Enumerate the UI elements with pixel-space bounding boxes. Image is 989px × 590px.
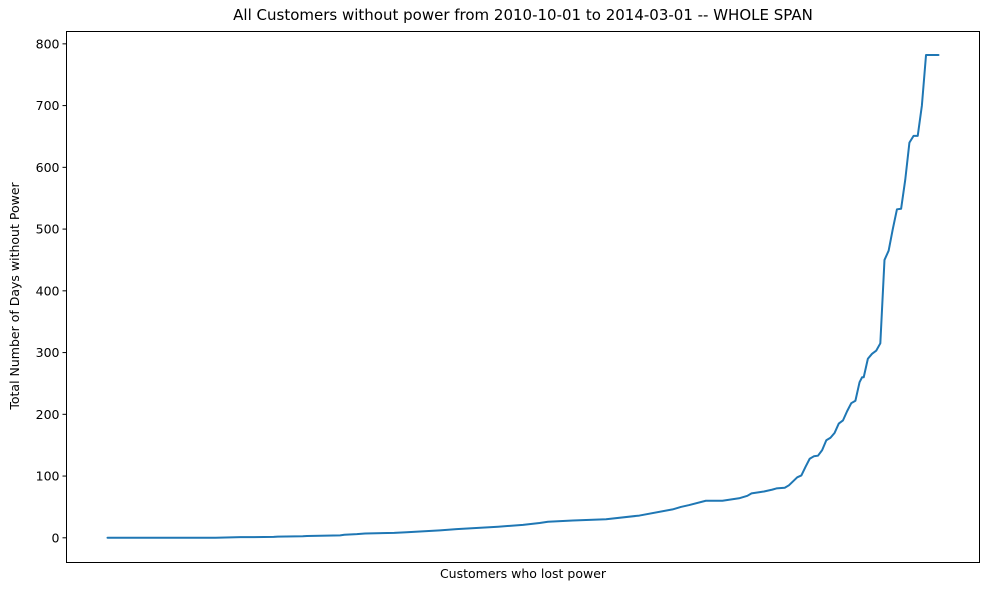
y-tick-label: 800	[36, 36, 60, 51]
y-tick-label: 700	[36, 98, 60, 113]
y-axis-ticks: 0 100 200 300 400 500 600 700 800	[36, 36, 67, 545]
y-tick-label: 300	[36, 345, 60, 360]
y-axis-label: Total Number of Days without Power	[7, 181, 22, 410]
y-tick-label: 600	[36, 160, 60, 175]
y-tick-label: 200	[36, 407, 60, 422]
x-axis-label: Customers who lost power	[440, 566, 607, 581]
y-tick-label: 400	[36, 283, 60, 298]
chart-title: All Customers without power from 2010-10…	[233, 6, 813, 24]
series-line	[106, 53, 940, 539]
plot-area-frame	[66, 31, 980, 563]
y-tick-label: 500	[36, 222, 60, 237]
y-tick-label: 100	[36, 469, 60, 484]
y-tick-label: 0	[52, 530, 60, 545]
